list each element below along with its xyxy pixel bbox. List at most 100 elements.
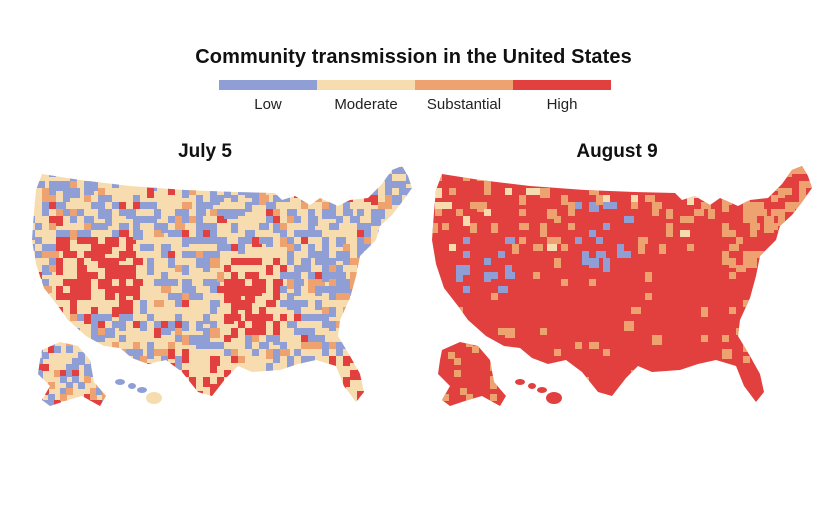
county-cell	[119, 293, 126, 303]
county-cell	[77, 265, 87, 272]
county-cell	[343, 202, 350, 209]
county-cell	[399, 307, 406, 314]
county-cell	[406, 188, 412, 195]
county-cell	[666, 230, 673, 237]
county-cell	[301, 195, 308, 202]
county-cell	[350, 272, 357, 279]
county-cell	[568, 202, 575, 209]
county-cell	[287, 300, 294, 310]
county-cell	[196, 216, 203, 226]
county-cell	[378, 272, 385, 282]
county-cell	[154, 209, 161, 219]
county-cell	[287, 251, 294, 258]
county-cell	[491, 405, 498, 415]
county-cell	[456, 272, 463, 282]
county-cell	[105, 370, 115, 380]
county-cell	[322, 398, 329, 402]
county-cell	[490, 376, 497, 383]
county-cell	[413, 286, 420, 293]
county-cell	[238, 188, 245, 195]
county-cell	[49, 195, 56, 202]
county-cell	[49, 265, 59, 272]
county-cell	[568, 209, 575, 216]
county-cell	[105, 328, 115, 338]
county-cell	[413, 244, 420, 254]
county-cell	[66, 382, 73, 389]
county-cell	[126, 349, 136, 356]
county-cell	[631, 174, 638, 181]
county-cell	[336, 279, 343, 286]
county-cell	[392, 216, 402, 226]
county-cell	[266, 363, 273, 370]
county-cell	[133, 195, 140, 202]
county-cell	[238, 166, 248, 167]
county-cell	[133, 293, 140, 300]
county-cell	[308, 328, 315, 335]
us-map-july	[32, 166, 420, 406]
county-cell	[224, 209, 231, 219]
county-cell	[224, 286, 231, 293]
county-cell	[484, 181, 491, 188]
county-cell	[385, 174, 392, 181]
county-cell	[399, 377, 406, 384]
county-cell	[472, 346, 479, 353]
county-cell	[329, 384, 336, 391]
county-cell	[38, 364, 43, 371]
county-cell	[435, 202, 442, 212]
county-cell	[231, 272, 238, 282]
county-cell	[442, 223, 449, 230]
county-cell	[42, 293, 49, 300]
county-cell	[329, 356, 336, 366]
county-cell	[140, 244, 147, 251]
county-cell	[102, 358, 106, 365]
county-cell	[371, 258, 378, 265]
county-cell	[785, 258, 795, 265]
county-cell	[729, 181, 736, 191]
county-cell	[98, 356, 105, 363]
county-cell	[60, 370, 67, 377]
county-cell	[91, 237, 98, 244]
county-cell	[49, 216, 56, 223]
county-cell	[385, 188, 392, 195]
county-cell	[252, 349, 259, 356]
county-cell	[357, 307, 364, 317]
county-cell	[42, 352, 49, 359]
county-cell	[182, 293, 192, 300]
county-cell	[105, 209, 112, 219]
county-cell	[147, 363, 157, 373]
county-cell	[287, 293, 294, 300]
county-cell	[315, 166, 322, 167]
county-cell	[785, 237, 792, 244]
county-cell	[406, 349, 412, 356]
county-cell	[280, 195, 290, 202]
county-cell	[175, 314, 182, 321]
county-cell	[266, 237, 273, 247]
county-cell	[659, 384, 669, 391]
county-cell	[189, 398, 196, 402]
county-cell	[603, 195, 610, 202]
county-cell	[238, 209, 245, 216]
county-cell	[757, 342, 767, 349]
county-cell	[343, 279, 350, 289]
county-cell	[35, 181, 45, 188]
county-cell	[701, 335, 708, 342]
county-cell	[105, 174, 112, 181]
county-cell	[126, 174, 133, 181]
county-cell	[147, 244, 154, 251]
county-cell	[617, 244, 624, 251]
county-cell	[813, 216, 820, 223]
county-cell	[175, 223, 185, 230]
county-cell	[168, 342, 175, 352]
county-cell	[84, 370, 91, 377]
county-cell	[357, 370, 364, 380]
county-cell	[680, 174, 690, 181]
county-cell	[210, 321, 217, 328]
county-cell	[96, 352, 103, 359]
county-cell	[210, 279, 220, 286]
county-cell	[463, 286, 470, 293]
county-cell	[77, 230, 84, 237]
county-cell	[301, 314, 308, 321]
county-cell	[294, 244, 301, 251]
county-cell	[189, 188, 196, 195]
county-cell	[399, 335, 409, 342]
